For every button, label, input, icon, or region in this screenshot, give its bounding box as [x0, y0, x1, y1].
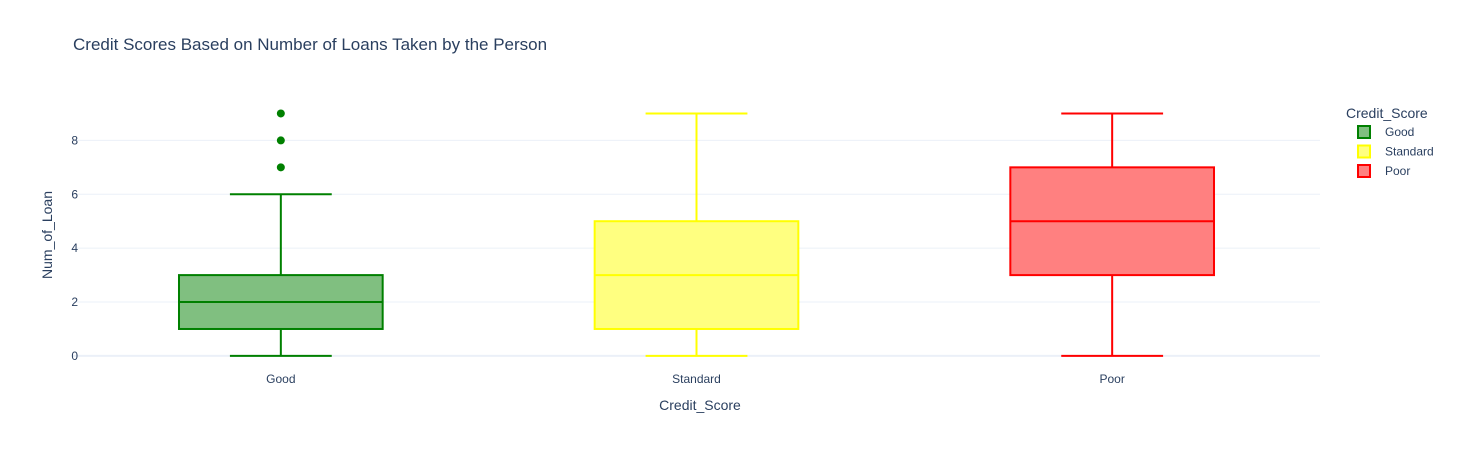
x-tick-labels: Good Standard Poor: [266, 372, 1125, 386]
y-tick-label: 2: [71, 295, 78, 309]
y-tick-labels: 0 2 4 6 8: [71, 133, 78, 363]
box-good: [177, 109, 384, 357]
outlier-point: [276, 163, 285, 172]
x-tick-label: Poor: [1099, 372, 1124, 386]
legend-swatch: [1357, 125, 1371, 139]
y-tick-label: 0: [71, 349, 78, 363]
box-standard: [593, 112, 800, 357]
outlier-point: [276, 109, 285, 118]
legend-item-good: Good: [1357, 125, 1414, 139]
legend-item-poor: Poor: [1357, 164, 1410, 178]
y-axis-title: Num_of_Loan: [39, 191, 55, 279]
y-tick-label: 6: [71, 187, 78, 201]
legend-item-standard: Standard: [1357, 144, 1434, 159]
y-tick-label: 4: [71, 241, 78, 255]
legend-label: Poor: [1385, 164, 1410, 178]
legend: Credit_Score Good Standard Poor: [1346, 105, 1434, 178]
x-axis-title: Credit_Score: [659, 397, 741, 413]
legend-title: Credit_Score: [1346, 105, 1428, 121]
legend-label: Standard: [1385, 145, 1434, 159]
box-plots: [177, 109, 1216, 357]
x-tick-label: Standard: [672, 372, 721, 386]
legend-swatch: [1357, 164, 1371, 178]
x-tick-label: Good: [266, 372, 295, 386]
legend-label: Good: [1385, 125, 1414, 139]
legend-swatch: [1357, 144, 1371, 159]
outlier-point: [276, 136, 285, 145]
chart-title: Credit Scores Based on Number of Loans T…: [73, 35, 547, 54]
box-poor: [1009, 112, 1216, 357]
y-tick-label: 8: [71, 133, 78, 147]
